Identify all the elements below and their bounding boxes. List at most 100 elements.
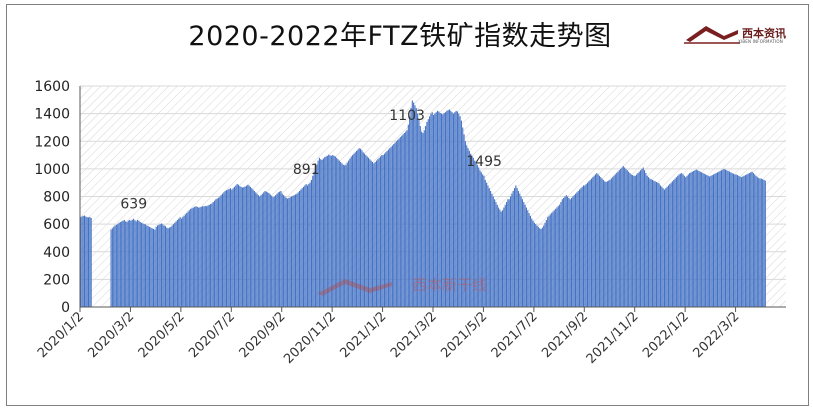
y-tick-label: 1600 [34, 79, 70, 95]
bar [683, 175, 685, 307]
bar [556, 207, 558, 307]
bar [179, 217, 181, 307]
logo-brand-text: 西本资讯 [742, 27, 786, 40]
bar [366, 156, 368, 307]
bar [276, 193, 278, 307]
bar [211, 203, 213, 307]
bar [382, 155, 384, 307]
bar [178, 218, 180, 307]
bar [756, 177, 758, 307]
bar [697, 170, 699, 307]
bar [113, 226, 115, 307]
bar [346, 162, 348, 307]
bar [751, 171, 753, 307]
bar [82, 215, 84, 307]
bar [114, 225, 116, 307]
bar [720, 170, 723, 307]
bar [284, 196, 286, 307]
bar [134, 220, 136, 307]
y-tick-label: 0 [61, 300, 70, 316]
bar [479, 170, 481, 307]
bar [89, 216, 91, 307]
bar [492, 196, 494, 307]
bar [622, 166, 624, 307]
bar [280, 190, 282, 307]
bar [754, 174, 756, 307]
bar [236, 183, 238, 307]
bar [373, 163, 375, 307]
bar [235, 185, 237, 307]
bar [710, 175, 712, 307]
bar [261, 193, 263, 307]
bar [658, 183, 660, 307]
x-tick-label: 2021/3/2 [388, 309, 440, 361]
bar [362, 152, 364, 307]
bar [625, 168, 627, 308]
bar [598, 175, 600, 307]
bar [642, 167, 644, 307]
bar [719, 170, 721, 307]
bar [273, 196, 275, 307]
x-tick-label: 2020/1/2 [35, 309, 87, 361]
bar [348, 160, 350, 307]
bar [240, 186, 242, 307]
bar [551, 213, 553, 307]
bar [512, 190, 514, 307]
bar [360, 148, 362, 307]
bar [670, 182, 672, 307]
bar [243, 187, 245, 307]
bar [208, 204, 210, 307]
bar [414, 105, 416, 307]
bar [446, 110, 448, 307]
bar [498, 207, 500, 307]
bar [746, 174, 748, 307]
bar [358, 148, 360, 307]
bar [552, 211, 554, 307]
bar [516, 188, 518, 307]
bar [117, 224, 119, 308]
bar [138, 220, 140, 307]
bar [434, 113, 436, 308]
bar [285, 197, 287, 307]
bar [455, 110, 457, 307]
bar [527, 210, 529, 307]
bar [606, 181, 608, 307]
bar [304, 185, 306, 307]
bar [705, 174, 707, 307]
bar [503, 207, 505, 307]
bar [317, 160, 319, 307]
bar [147, 226, 149, 307]
bar [259, 196, 261, 307]
bar [557, 206, 559, 307]
bar [466, 145, 468, 307]
bar [127, 220, 129, 307]
bar [750, 172, 752, 307]
bar [306, 185, 309, 307]
bar [342, 164, 344, 307]
bar [111, 228, 113, 307]
bar [572, 196, 574, 307]
bar [547, 217, 549, 307]
bar [180, 218, 182, 307]
bar [440, 113, 443, 308]
bar [669, 184, 671, 307]
bar [170, 226, 172, 307]
bar [433, 115, 435, 307]
bar [748, 173, 750, 307]
bar [569, 199, 571, 307]
bar [513, 188, 516, 307]
bar [220, 195, 222, 307]
bar [80, 217, 82, 307]
bar [543, 225, 545, 307]
bar [216, 198, 218, 307]
bar [349, 158, 351, 307]
bar [81, 216, 83, 307]
bar [232, 188, 234, 307]
bar [716, 172, 719, 307]
bar [447, 110, 449, 307]
bar [467, 148, 469, 307]
bar [500, 211, 502, 307]
bar [659, 185, 662, 307]
bar [371, 161, 374, 307]
bar [417, 113, 419, 308]
